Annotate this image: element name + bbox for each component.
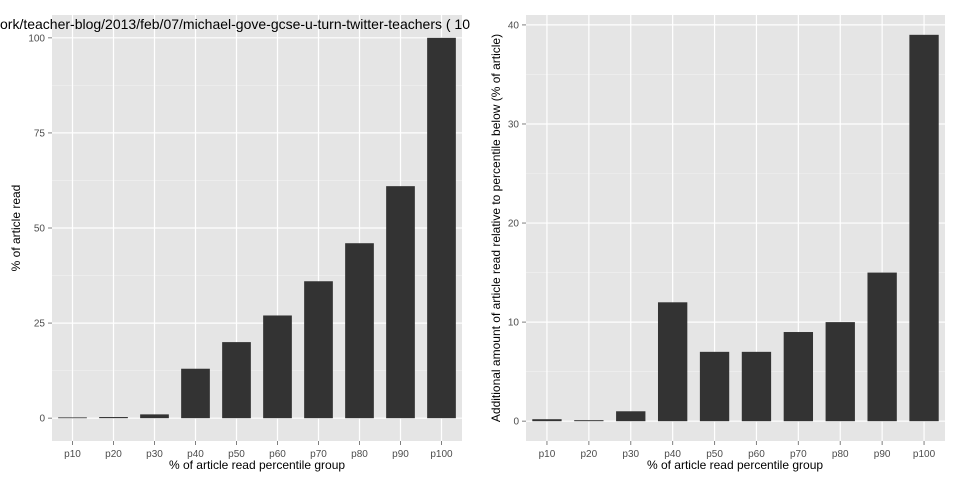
x-tick-label-p10: p10 [539, 449, 556, 460]
chart-title-left: ork/teacher-blog/2013/feb/07/michael-gov… [0, 16, 470, 32]
y-tick-label: 100 [28, 33, 45, 44]
bar-p50 [699, 351, 730, 422]
y-tick-label: 20 [508, 219, 520, 230]
x-tick-label-p70: p70 [790, 449, 807, 460]
x-tick-label-p80: p80 [832, 449, 849, 460]
y-tick-label: 0 [513, 417, 519, 428]
bar-p70 [783, 332, 814, 422]
y-tick-label: 50 [34, 224, 46, 235]
x-tick-label-p50: p50 [228, 449, 245, 460]
bar-p30 [140, 414, 169, 419]
x-tick-label-p80: p80 [351, 449, 368, 460]
bar-p60 [741, 351, 772, 422]
x-axis-title-left: % of article read percentile group [169, 458, 345, 472]
x-tick-label-p40: p40 [664, 449, 681, 460]
y-tick-label: 75 [34, 128, 46, 139]
bar-p30 [616, 411, 646, 422]
bar-p80 [825, 322, 855, 422]
bar-p10 [532, 419, 562, 422]
y-axis-title-left: % of article read [9, 185, 23, 272]
bar-p40 [181, 368, 210, 419]
y-tick-label: 10 [508, 318, 520, 329]
x-tick-label-p10: p10 [64, 449, 81, 460]
x-tick-label-p90: p90 [874, 449, 891, 460]
bar-p100 [427, 37, 456, 419]
bar-p20 [99, 417, 128, 419]
bar-p10 [58, 417, 87, 419]
bar-p50 [222, 342, 251, 419]
bar-p80 [345, 243, 374, 419]
y-tick-label: 25 [34, 319, 46, 330]
x-tick-label-p20: p20 [581, 449, 598, 460]
x-tick-label-p30: p30 [146, 449, 163, 460]
bar-p90 [867, 272, 897, 422]
bar-p90 [386, 186, 415, 419]
bars-left [58, 37, 456, 419]
x-tick-label-p90: p90 [392, 449, 409, 460]
x-tick-label-p70: p70 [310, 449, 327, 460]
x-axis-title-right: % of article read percentile group [647, 458, 823, 472]
y-axis-title-right: Additional amount of article read relati… [489, 34, 503, 422]
bar-p40 [657, 302, 688, 422]
y-tick-label: 40 [508, 20, 520, 31]
x-tick-label-p20: p20 [105, 449, 122, 460]
bar-p20 [574, 420, 604, 422]
x-tick-label-p60: p60 [748, 449, 765, 460]
y-tick-label: 0 [39, 414, 45, 425]
x-tick-label-p100: p100 [913, 449, 936, 460]
x-tick-label-p30: p30 [622, 449, 639, 460]
x-tick-label-p60: p60 [269, 449, 286, 460]
x-axis-ticks-right: p10 p20 p30 p40 p50 p60 p70 p80 p90 p100 [539, 441, 936, 460]
bars-right [532, 34, 939, 422]
x-axis-ticks-left: p10 p20 p30 p40 p50 p60 p70 p80 p90 p100 [64, 441, 453, 460]
y-tick-label: 30 [508, 119, 520, 130]
y-axis-ticks-right: 0 10 20 30 40 [508, 20, 526, 428]
bar-p70 [304, 281, 333, 419]
x-tick-label-p40: p40 [187, 449, 204, 460]
bar-p100 [909, 34, 939, 422]
bar-p60 [263, 315, 292, 419]
y-axis-ticks-left: 0 25 50 75 100 [28, 33, 52, 425]
x-tick-label-p50: p50 [706, 449, 723, 460]
x-tick-label-p100: p100 [430, 449, 453, 460]
